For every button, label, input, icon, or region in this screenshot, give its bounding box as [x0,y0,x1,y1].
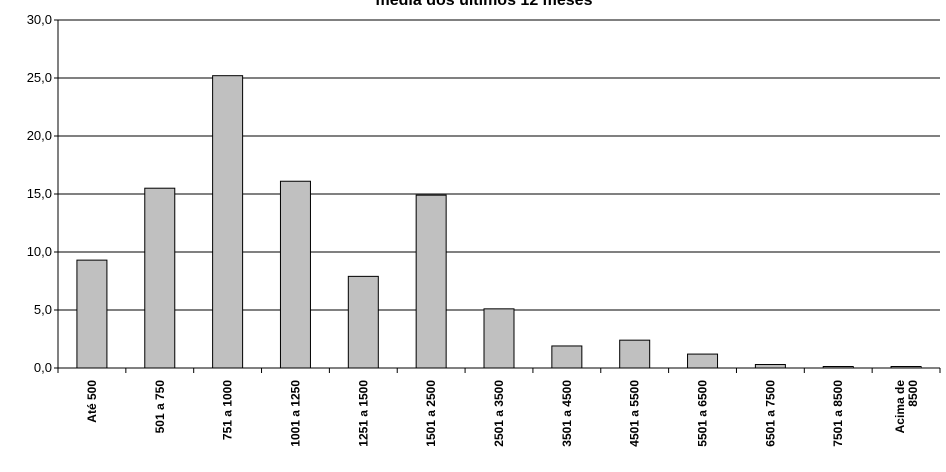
y-tick-label: 0,0 [34,360,52,375]
x-tick-label: 751 a 1000 [221,380,235,440]
y-axis-tick-labels: 0,0 5,0 10,0 15,0 20,0 25,0 30,0 [27,12,52,375]
chart-title: média dos últimos 12 meses [376,0,593,9]
bar [415,194,447,369]
axes [54,19,941,373]
x-tick-label: 3501 a 4500 [560,380,574,447]
bar [76,259,108,369]
bars [76,75,922,369]
y-tick-label: 15,0 [27,186,52,201]
bar [212,75,244,369]
x-tick-label: 1251 a 1500 [356,380,370,447]
x-tick-label: 1001 a 1250 [288,380,302,447]
x-axis-tick-labels: Até 500 501 a 750 751 a 1000 1001 a 1250 125… [85,380,920,447]
x-tick-label: 501 a 750 [153,380,167,434]
x-tick-label: 1501 a 2500 [424,380,438,447]
gridlines [58,19,940,311]
y-tick-label: 25,0 [27,70,52,85]
x-tick-label: Até 500 [85,380,99,423]
bar [619,339,651,369]
bar [551,345,583,369]
y-tick-label: 30,0 [27,12,52,27]
x-tick-label: Acima de8500 [893,380,920,434]
bar [687,353,719,369]
x-tick-label: 6501 a 7500 [763,380,777,447]
y-tick-label: 20,0 [27,128,52,143]
bar [754,364,786,369]
x-tick-label: 2501 a 3500 [492,380,506,447]
x-tick-label: 4501 a 5500 [628,380,642,447]
bar [347,275,379,369]
x-tick-label: 7501 a 8500 [831,380,845,447]
bar [279,180,311,369]
bar [144,187,176,369]
y-tick-label: 10,0 [27,244,52,259]
y-tick-label: 5,0 [34,302,52,317]
x-tick-label: 5501 a 6500 [696,380,710,447]
bar [483,308,515,369]
